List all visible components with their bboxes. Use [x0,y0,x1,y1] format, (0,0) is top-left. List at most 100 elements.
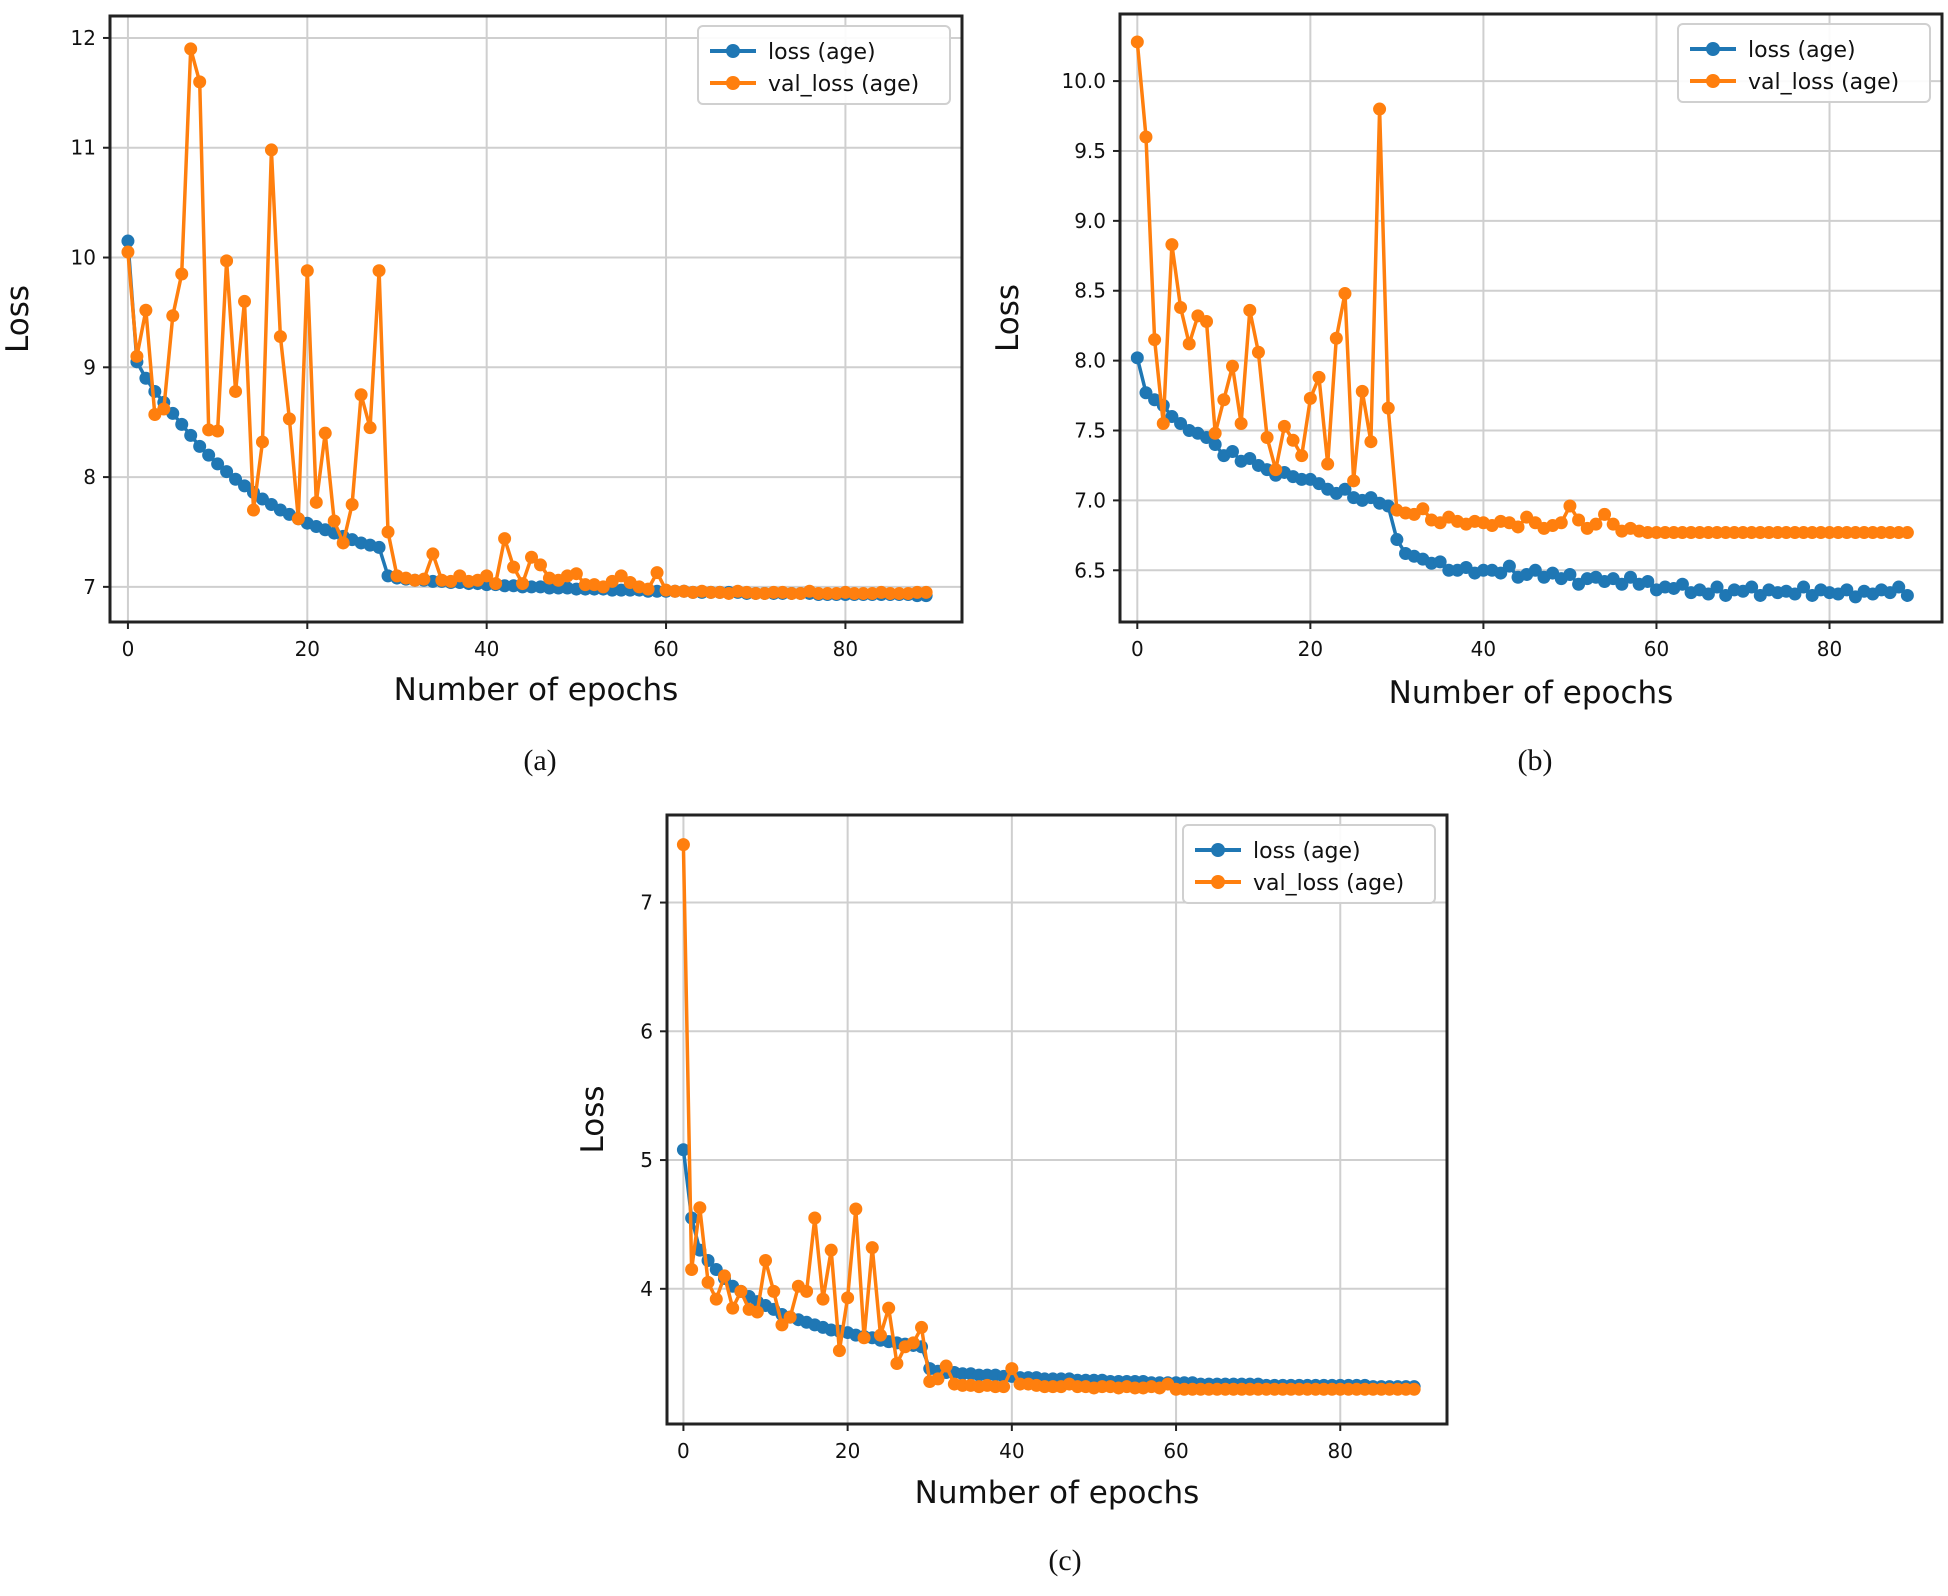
val-loss-data-point [847,586,861,600]
val-loss-data-point [892,586,906,600]
loss-data-point [1900,588,1914,602]
loss-series-line [1135,357,1909,599]
loss-data-point [676,1143,690,1157]
legend-marker [1211,843,1225,857]
val-loss-data-point [704,585,718,599]
val-loss-data-point [1606,517,1620,531]
legend-box [1182,824,1436,904]
val-loss-data-point [750,1305,764,1319]
val-loss-data-point [717,1269,731,1283]
val-loss-data-point [767,1284,781,1298]
val-loss-data-point [1251,345,1265,359]
y-tick-label: 4 [640,1277,653,1301]
val-loss-data-point [841,1291,855,1305]
y-tick-label: 6 [640,1019,653,1043]
loss-data-point [1174,417,1188,431]
loss-data-point [1165,410,1179,424]
x-tick-label: 60 [1163,1439,1188,1463]
caption-a: (a) [523,744,556,777]
loss-data-point [1710,580,1724,594]
val-loss-data-point [873,1328,887,1342]
legend-label: loss (age) [768,40,876,65]
loss-data-point [1528,563,1542,577]
val-loss-data-point [865,1241,879,1255]
y-tick-label: 8 [83,465,96,489]
loss-series-line [681,1149,1415,1389]
val-loss-data-point [1312,370,1326,384]
val-loss-data-point [193,75,207,89]
val-loss-data-point [808,1211,822,1225]
val-loss-data-point [1589,517,1603,531]
y-tick-label: 5 [640,1148,653,1172]
loss-data-point [121,234,135,248]
val-loss-data-point [785,586,799,600]
val-loss-data-point [1554,516,1568,530]
y-axis-label: Loss [0,285,36,353]
val-loss-data-point [1416,502,1430,516]
legend-marker [1706,74,1720,88]
loss-data-point [193,439,207,453]
x-tick-label: 60 [1644,637,1669,661]
y-tick-label: 11 [71,136,96,160]
chart-panel-a: 0 20 40 60 80 7 8 9 10 11 12 Number of epochs Loss lo… [0,14,964,708]
val-loss-data-point [363,421,377,435]
val-loss-data-point [1156,417,1170,431]
val-loss-data-point [856,586,870,600]
val-loss-data-point [919,585,933,599]
chart-panel-c: 0 20 40 60 80 4 5 6 7 Number of epochs Loss loss (a… [575,813,1449,1511]
val-loss-data-point [578,578,592,592]
val-loss-data-point [417,572,431,586]
val-loss-data-point [480,569,494,583]
loss-data-point [211,457,225,471]
val-loss-data-point [1200,314,1214,328]
val-loss-data-point [939,1359,953,1373]
val-loss-data-point [255,435,269,449]
val-loss-data-point [816,1292,830,1306]
y-tick-label: 12 [71,26,96,50]
val-loss-data-point [175,267,189,281]
val-loss-data-point [857,1331,871,1345]
val-loss-data-point [166,309,180,323]
val-loss-data-point [614,569,628,583]
y-tick-label: 6.5 [1074,558,1106,582]
loss-data-point [1745,580,1759,594]
loss-data-point [1208,437,1222,451]
val-loss-data-point [569,567,583,581]
val-loss-data-point [1277,419,1291,433]
x-tick-label: 20 [1298,637,1323,661]
val-loss-data-point [1225,359,1239,373]
y-tick-label: 7 [83,575,96,599]
y-tick-label: 9.5 [1074,139,1106,163]
loss-data-point [184,428,198,442]
val-loss-data-point [1148,333,1162,347]
loss-data-point [1130,351,1144,365]
val-loss-data-point [327,514,341,528]
val-loss-data-point [910,585,924,599]
loss-data-point [1788,587,1802,601]
val-loss-data-point [525,550,539,564]
val-loss-data-point [354,388,368,402]
val-loss-data-point [676,838,690,852]
x-tick-label: 80 [1328,1439,1353,1463]
legend-box [1677,23,1931,103]
legend-marker [726,76,740,90]
legend: loss (age) val_loss (age) [1677,23,1931,103]
loss-data-point [1494,566,1508,580]
val-loss-data-point [726,1301,740,1315]
val-loss-data-point [1355,384,1369,398]
x-axis-label: Number of epochs [915,1475,1200,1511]
legend: loss (age) val_loss (age) [697,25,951,105]
loss-data-point [542,581,556,595]
val-loss-data-point [291,512,305,526]
val-loss-data-point [882,1301,896,1315]
y-tick-label: 7.0 [1074,488,1106,512]
x-tick-label: 40 [999,1439,1024,1463]
val-loss-data-point [498,532,512,546]
legend-label: val_loss (age) [1748,70,1899,95]
legend-marker [1706,42,1720,56]
val-loss-data-point [812,586,826,600]
val-loss-data-point [1260,431,1274,445]
x-axis-label: Number of epochs [394,672,679,708]
loss-data-point [1797,580,1811,594]
